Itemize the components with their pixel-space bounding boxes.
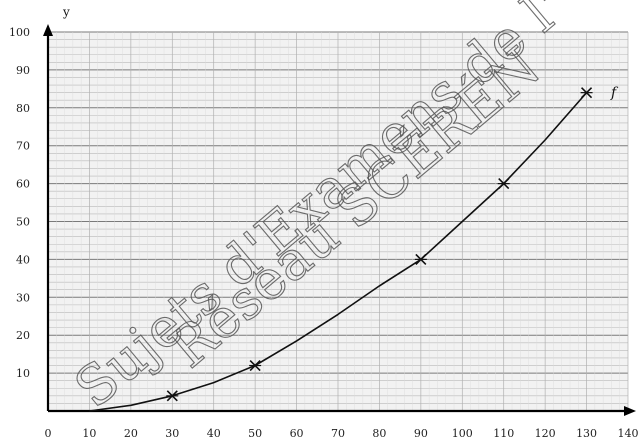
y-tick-label: 90 — [16, 64, 30, 77]
y-tick-label: 40 — [16, 253, 30, 266]
data-point-marker — [414, 253, 427, 265]
x-tick-label: 120 — [535, 427, 556, 440]
x-tick-label: 80 — [372, 427, 386, 440]
series-label-f: f — [610, 85, 619, 101]
data-point-marker — [249, 359, 262, 372]
y-tick-label: 50 — [16, 216, 30, 229]
y-tick-label: 60 — [16, 178, 30, 191]
x-tick-label: 10 — [82, 427, 96, 440]
data-point-marker — [497, 178, 510, 190]
grid — [47, 31, 629, 412]
y-tick-label: 20 — [16, 329, 30, 342]
x-tick-label: 20 — [124, 427, 138, 440]
x-tick-label: 90 — [414, 427, 428, 440]
y-axis-arrow — [43, 24, 53, 36]
data-point-marker — [166, 390, 179, 402]
data-point-marker — [580, 87, 593, 99]
x-tick-label: 70 — [331, 427, 345, 440]
series-layer — [89, 87, 593, 412]
x-tick-label: 60 — [290, 427, 304, 440]
y-tick-label: 80 — [16, 102, 30, 115]
x-tick-label: 140 — [618, 427, 639, 440]
y-tick-label: 100 — [9, 26, 30, 39]
y-tick-label: 30 — [16, 291, 30, 304]
x-tick-label: 0 — [45, 427, 52, 440]
x-tick-label: 50 — [248, 427, 262, 440]
axes — [43, 24, 636, 416]
x-tick-label: 130 — [576, 427, 597, 440]
y-axis-label: y — [62, 5, 70, 19]
tick-labels: 0 10 20 30 40 50 60 70 80 90 100 110 120 130 140 100 90 8… — [9, 26, 639, 440]
x-axis-arrow — [624, 406, 636, 416]
x-tick-label: 110 — [493, 427, 514, 440]
x-tick-label: 100 — [452, 427, 473, 440]
y-tick-label: 70 — [16, 140, 30, 153]
x-tick-label: 40 — [207, 427, 221, 440]
x-tick-label: 30 — [165, 427, 179, 440]
y-tick-label: 10 — [16, 367, 30, 380]
